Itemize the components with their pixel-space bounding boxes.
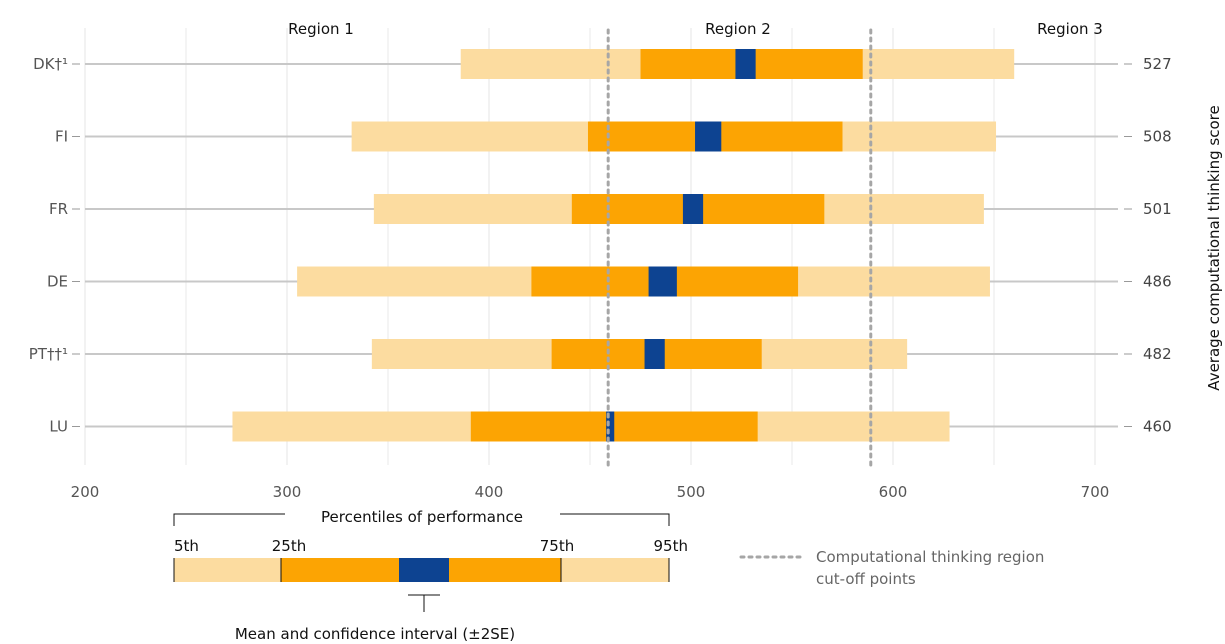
mean-ci-box — [682, 194, 704, 224]
legend-label-95th: 95th — [654, 537, 688, 555]
legend-mean-marker — [408, 594, 440, 612]
x-tick-label: 700 — [1081, 483, 1110, 501]
legend-percentiles: Percentiles of performance 5th 25th 75th… — [173, 508, 688, 643]
mean-ci-box — [648, 266, 677, 297]
y-right-axis-title: Average computational thinking score — [1205, 105, 1223, 390]
legend-percentiles-title: Percentiles of performance — [321, 508, 523, 526]
country-label: FR — [49, 200, 68, 218]
region-label: Region 3 — [1037, 20, 1103, 38]
mean-ci-box — [695, 121, 722, 152]
legend-mean-box — [399, 558, 449, 582]
cutoff-lines — [606, 28, 873, 470]
country-label: LU — [49, 418, 68, 436]
score-label: 486 — [1143, 273, 1172, 291]
legend-mean-label: Mean and confidence interval (±2SE) — [235, 625, 515, 643]
x-tick-label: 500 — [677, 483, 706, 501]
legend-label-5th: 5th — [174, 537, 199, 555]
country-label: PT††¹ — [29, 345, 68, 363]
chart-labels: 200 300 400 500 600 700 Region 1 Region 2 Region… — [29, 20, 1172, 501]
score-label: 460 — [1143, 418, 1172, 436]
mean-ci-box — [606, 411, 615, 442]
score-label: 482 — [1143, 345, 1172, 363]
x-tick-label: 600 — [879, 483, 908, 501]
mean-ci-box — [735, 49, 756, 79]
legend-outer-bar-right — [561, 558, 669, 582]
mean-ci-box — [644, 339, 665, 369]
legend-label-75th: 75th — [540, 537, 574, 555]
score-label: 527 — [1143, 55, 1172, 73]
legend-cutoff-label-1: Computational thinking region — [816, 548, 1044, 566]
gridlines — [84, 28, 1096, 465]
score-label: 501 — [1143, 200, 1172, 218]
x-tick-label: 400 — [475, 483, 504, 501]
legend-label-25th: 25th — [272, 537, 306, 555]
score-label: 508 — [1143, 128, 1172, 146]
country-label: DE — [47, 273, 68, 291]
legend-outer-bar-left — [174, 558, 281, 582]
percentile-bars — [232, 49, 1015, 442]
legend-bracket — [173, 513, 670, 526]
country-label: FI — [55, 128, 68, 146]
legend-cutoff-label-2: cut-off points — [816, 570, 916, 588]
x-tick-label: 200 — [71, 483, 100, 501]
country-label: DK†¹ — [33, 55, 68, 73]
region-label: Region 2 — [705, 20, 771, 38]
x-tick-label: 300 — [273, 483, 302, 501]
region-label: Region 1 — [288, 20, 354, 38]
whisker-lines — [85, 63, 1118, 428]
legend-cutoff: Computational thinking region cut-off po… — [739, 548, 1044, 588]
